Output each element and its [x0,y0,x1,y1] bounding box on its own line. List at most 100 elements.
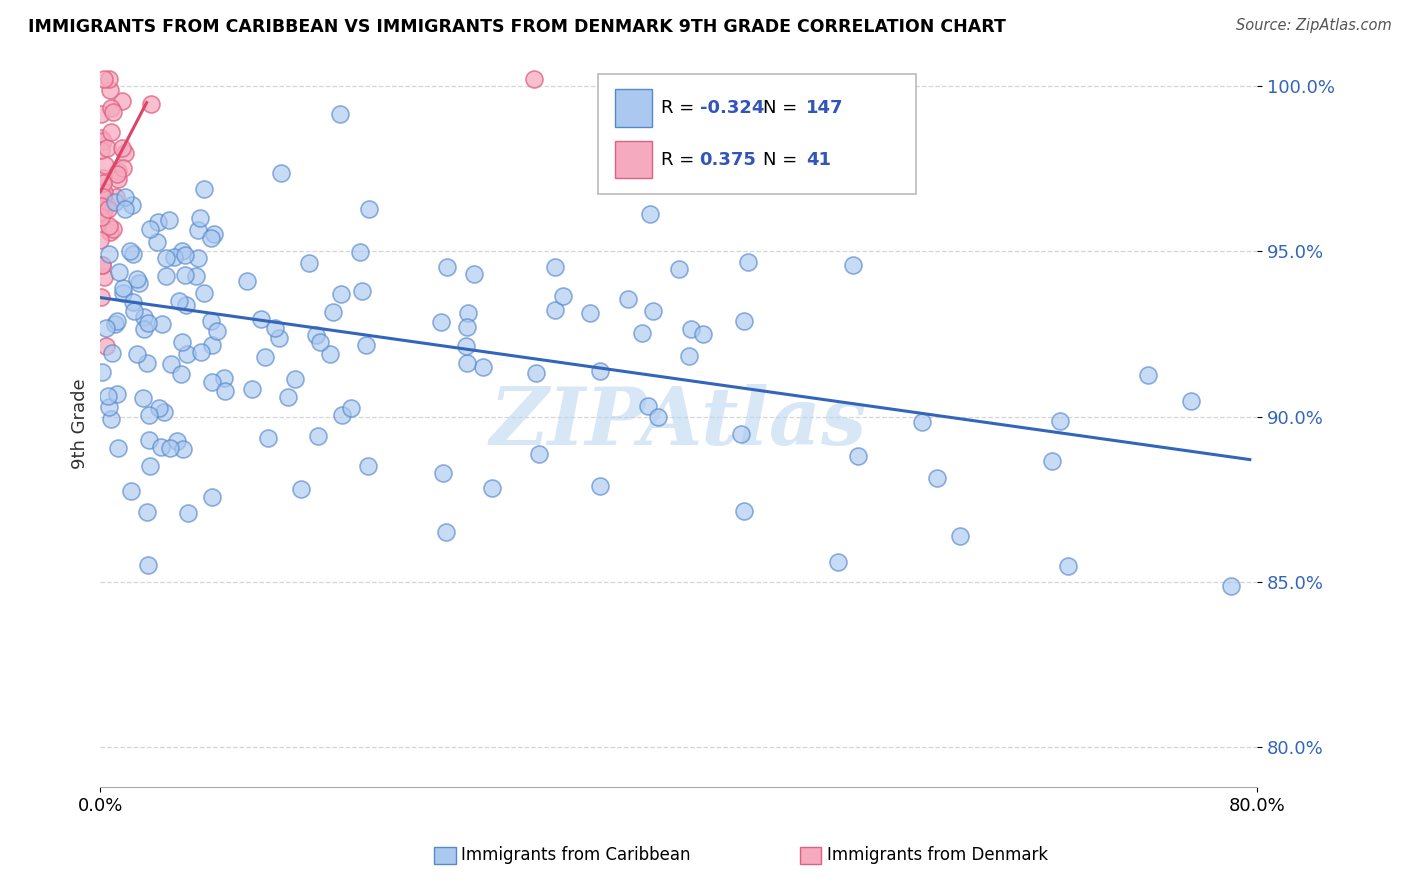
Point [647,410,669,425]
Point [692,326,714,341]
Point [139,222,162,236]
Point [456,320,478,334]
Point [354,338,377,352]
Point [139,97,162,112]
Point [125,347,148,361]
Point [283,372,305,386]
Point [111,281,134,295]
Point [174,298,197,312]
Point [107,442,129,456]
Point [553,289,575,303]
Point [122,303,145,318]
Point [638,207,661,221]
Point [114,202,136,217]
Point [91,134,114,148]
Point [93,72,115,87]
Point [172,442,194,456]
Point [91,188,114,202]
Point [589,364,612,378]
Point [155,269,177,284]
Point [174,268,197,282]
Point [481,481,503,495]
Point [105,167,128,181]
Point [90,131,112,145]
Point [430,315,453,329]
Point [90,290,112,304]
Point [339,401,361,416]
Point [90,144,112,158]
Text: Immigrants from Denmark: Immigrants from Denmark [827,847,1047,864]
Point [188,211,211,225]
Text: N =: N = [763,99,803,117]
Point [136,356,159,370]
Point [163,250,186,264]
Point [1040,454,1063,468]
Point [846,449,869,463]
Point [98,83,121,97]
Point [104,317,127,331]
Point [91,171,114,186]
Point [456,339,478,353]
Point [277,391,299,405]
Text: 0.375: 0.375 [700,151,756,169]
Point [90,199,112,213]
Point [146,214,169,228]
Point [96,198,118,212]
Point [730,426,752,441]
Point [205,325,228,339]
Point [1057,558,1080,573]
Point [104,194,127,209]
Point [1049,414,1071,428]
Point [457,306,479,320]
Point [105,314,128,328]
Point [111,94,134,108]
Point [187,222,209,236]
FancyBboxPatch shape [614,141,652,178]
Point [329,107,352,121]
Point [100,101,122,115]
Point [90,258,112,272]
Point [166,434,188,449]
Point [172,244,194,258]
Text: N =: N = [763,151,803,169]
Point [927,471,949,485]
Point [136,558,159,573]
Point [201,490,224,504]
Point [436,260,458,274]
Point [94,158,117,172]
Point [167,294,190,309]
Point [322,305,344,319]
Point [90,211,112,225]
Point [146,235,169,249]
Text: 41: 41 [806,151,831,169]
Point [212,371,235,385]
Point [97,72,120,87]
Text: 147: 147 [806,99,844,117]
Point [307,428,329,442]
Point [90,259,112,273]
Point [733,504,755,518]
Point [132,321,155,335]
Y-axis label: 9th Grade: 9th Grade [72,378,89,468]
Point [98,225,121,239]
Text: Immigrants from Caribbean: Immigrants from Caribbean [461,847,690,864]
Point [114,146,136,161]
Point [544,260,567,275]
Point [135,504,157,518]
Point [118,244,141,258]
Point [589,478,612,492]
Point [90,366,112,380]
Point [108,265,131,279]
Point [159,442,181,456]
Point [131,391,153,405]
Text: IMMIGRANTS FROM CARIBBEAN VS IMMIGRANTS FROM DENMARK 9TH GRADE CORRELATION CHART: IMMIGRANTS FROM CARIBBEAN VS IMMIGRANTS … [28,18,1007,36]
Point [527,447,550,461]
Point [432,467,454,481]
Point [357,458,380,473]
Text: Source: ZipAtlas.com: Source: ZipAtlas.com [1236,18,1392,33]
Point [330,287,353,301]
Point [827,555,849,569]
Point [89,233,111,247]
Point [842,258,865,272]
Point [236,274,259,288]
